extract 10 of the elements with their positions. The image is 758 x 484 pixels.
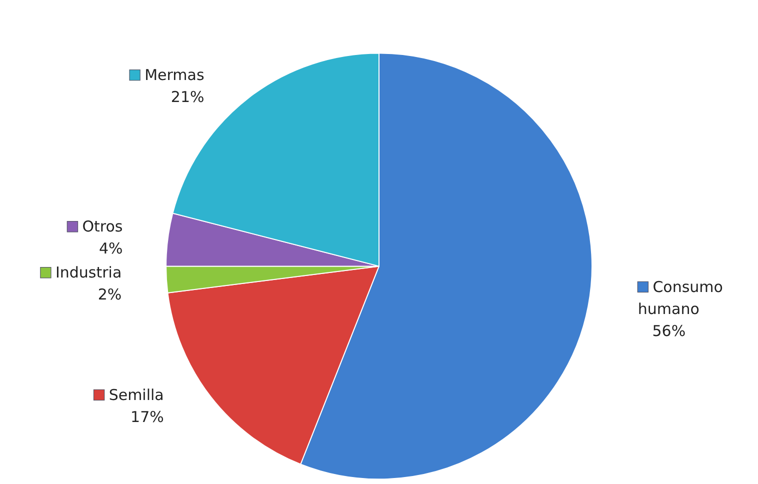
data-label: 17%: [116, 408, 164, 426]
data-label: 21%: [156, 88, 204, 106]
legend-label: Otros: [77, 218, 123, 236]
data-label: 56%: [638, 322, 686, 340]
legend-label: Consumo humano: [638, 278, 728, 318]
legend-label: Industria: [50, 264, 122, 282]
legend-label: Semilla: [104, 386, 164, 404]
data-label: 4%: [84, 240, 123, 258]
legend-label: Mermas: [140, 66, 204, 84]
data-label: 2%: [84, 286, 122, 304]
